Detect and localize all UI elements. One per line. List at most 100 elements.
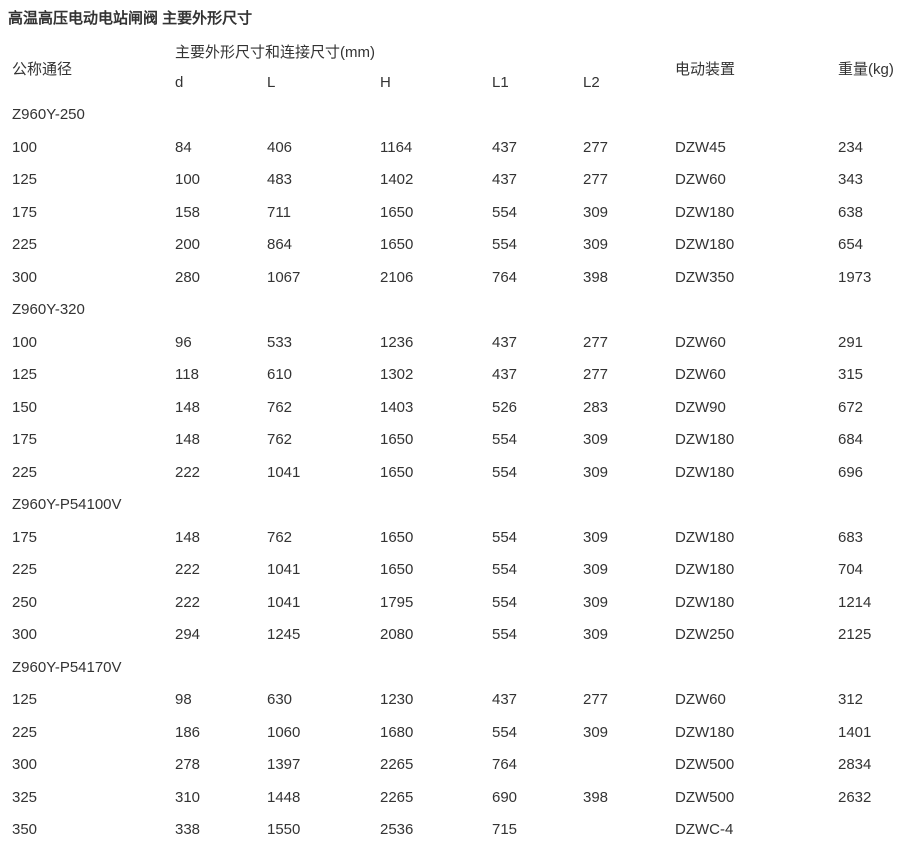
cell-L2: 309 (583, 431, 609, 448)
cell-L2: 277 (583, 171, 609, 188)
header-actuator: 电动装置 (675, 61, 736, 78)
cell-H: 1403 (380, 398, 414, 416)
cell-L: 762 (267, 398, 293, 416)
cell-L: 1245 (267, 626, 301, 643)
cell-actuator: DZW500 (675, 788, 735, 806)
cell-L1: 715 (492, 821, 518, 838)
cell-d: 338 (175, 821, 201, 838)
cell-weight: 315 (838, 366, 864, 383)
cell-L2: 277 (583, 333, 609, 351)
cell-d: 84 (175, 138, 192, 156)
cell-L1: 764 (492, 756, 518, 773)
cell-H: 1164 (380, 138, 413, 156)
cell-nominal-diameter: 300 (12, 268, 38, 286)
cell-nominal-diameter: 300 (12, 756, 38, 773)
cell-H: 1650 (380, 236, 414, 253)
cell-nominal-diameter: 175 (12, 528, 38, 546)
cell-actuator: DZW180 (675, 431, 735, 448)
header-dimensions-group: 主要外形尺寸和连接尺寸(mm) (175, 44, 375, 61)
cell-L: 762 (267, 431, 293, 448)
cell-actuator: DZW180 (675, 528, 735, 546)
cell-d: 98 (175, 691, 192, 708)
cell-weight: 291 (838, 333, 864, 351)
table-row: 300 280 1067 2106 764 398 DZW350 1973 (0, 262, 912, 295)
header-weight: 重量(kg) (838, 61, 894, 78)
cell-weight: 2834 (838, 756, 872, 773)
cell-H: 1650 (380, 463, 414, 481)
cell-actuator: DZW180 (675, 236, 735, 253)
cell-d: 222 (175, 561, 201, 578)
cell-L1: 554 (492, 203, 518, 221)
cell-actuator: DZW60 (675, 691, 726, 708)
cell-nominal-diameter: 225 (12, 463, 38, 481)
cell-weight: 1973 (838, 268, 872, 286)
cell-nominal-diameter: 250 (12, 593, 38, 611)
cell-weight: 1401 (838, 723, 872, 741)
cell-nominal-diameter: 150 (12, 398, 38, 416)
cell-nominal-diameter: 100 (12, 333, 38, 351)
cell-L1: 554 (492, 561, 518, 578)
cell-H: 1650 (380, 561, 414, 578)
cell-nominal-diameter: 100 (12, 138, 38, 156)
cell-nominal-diameter: 125 (12, 691, 38, 708)
cell-actuator: DZW180 (675, 203, 735, 221)
cell-L1: 554 (492, 528, 518, 546)
cell-weight: 234 (838, 138, 864, 156)
cell-d: 186 (175, 723, 201, 741)
cell-L2 (583, 749, 675, 782)
group-row: Z960Y-P54170V (0, 652, 912, 685)
table-row: 225 200 864 1650 554 309 DZW180 654 (0, 229, 912, 262)
table-row: 175 148 762 1650 554 309 DZW180 684 (0, 424, 912, 457)
cell-H: 1230 (380, 691, 414, 708)
cell-L: 711 (267, 203, 291, 221)
cell-nominal-diameter: 125 (12, 366, 38, 383)
cell-d: 118 (175, 366, 199, 383)
group-row: Z960Y-250 (0, 99, 912, 132)
cell-L2: 283 (583, 398, 609, 416)
cell-L2: 309 (583, 236, 609, 253)
cell-nominal-diameter: 225 (12, 236, 38, 253)
table-row: 225 186 1060 1680 554 309 DZW180 1401 (0, 717, 912, 750)
cell-d: 148 (175, 431, 201, 448)
cell-actuator: DZW45 (675, 138, 726, 156)
cell-H: 1680 (380, 723, 414, 741)
table-row: 150 148 762 1403 526 283 DZW90 672 (0, 392, 912, 425)
cell-nominal-diameter: 225 (12, 561, 38, 578)
header-d: d (175, 74, 184, 91)
cell-L: 1041 (267, 593, 301, 611)
cell-L1: 437 (492, 171, 518, 188)
model-label: Z960Y-P54100V (12, 496, 122, 513)
cell-L2: 398 (583, 788, 609, 806)
table-row: 225 222 1041 1650 554 309 DZW180 696 (0, 457, 912, 490)
cell-actuator: DZW250 (675, 626, 735, 643)
header-L: L (267, 74, 276, 91)
cell-weight: 704 (838, 561, 864, 578)
table-row: 100 84 406 1164 437 277 DZW45 234 (0, 132, 912, 165)
cell-weight: 654 (838, 236, 864, 253)
cell-nominal-diameter: 175 (12, 203, 38, 221)
cell-L: 864 (267, 236, 293, 253)
cell-H: 1302 (380, 366, 414, 383)
cell-d: 200 (175, 236, 201, 253)
cell-L2: 309 (583, 626, 609, 643)
cell-weight (838, 814, 908, 847)
cell-d: 222 (175, 463, 201, 481)
cell-actuator: DZW180 (675, 593, 735, 611)
cell-d: 222 (175, 593, 201, 611)
cell-actuator: DZW180 (675, 561, 735, 578)
cell-H: 2265 (380, 788, 414, 806)
cell-L1: 526 (492, 398, 518, 416)
group-row: Z960Y-320 (0, 294, 912, 327)
cell-L2: 309 (583, 723, 609, 741)
cell-L: 762 (267, 528, 293, 546)
cell-actuator: DZWC-4 (675, 821, 734, 838)
table-row: 125 118 610 1302 437 277 DZW60 315 (0, 359, 912, 392)
cell-weight: 672 (838, 398, 864, 416)
cell-L1: 554 (492, 236, 518, 253)
cell-L: 483 (267, 171, 293, 188)
cell-actuator: DZW90 (675, 398, 726, 416)
spec-table-body: Z960Y-250 100 84 406 1164 437 277 DZW45 234 125 10… (0, 99, 912, 847)
group-row: Z960Y-P54100V (0, 489, 912, 522)
table-row: 100 96 533 1236 437 277 DZW60 291 (0, 327, 912, 360)
header-L1: L1 (492, 74, 509, 91)
